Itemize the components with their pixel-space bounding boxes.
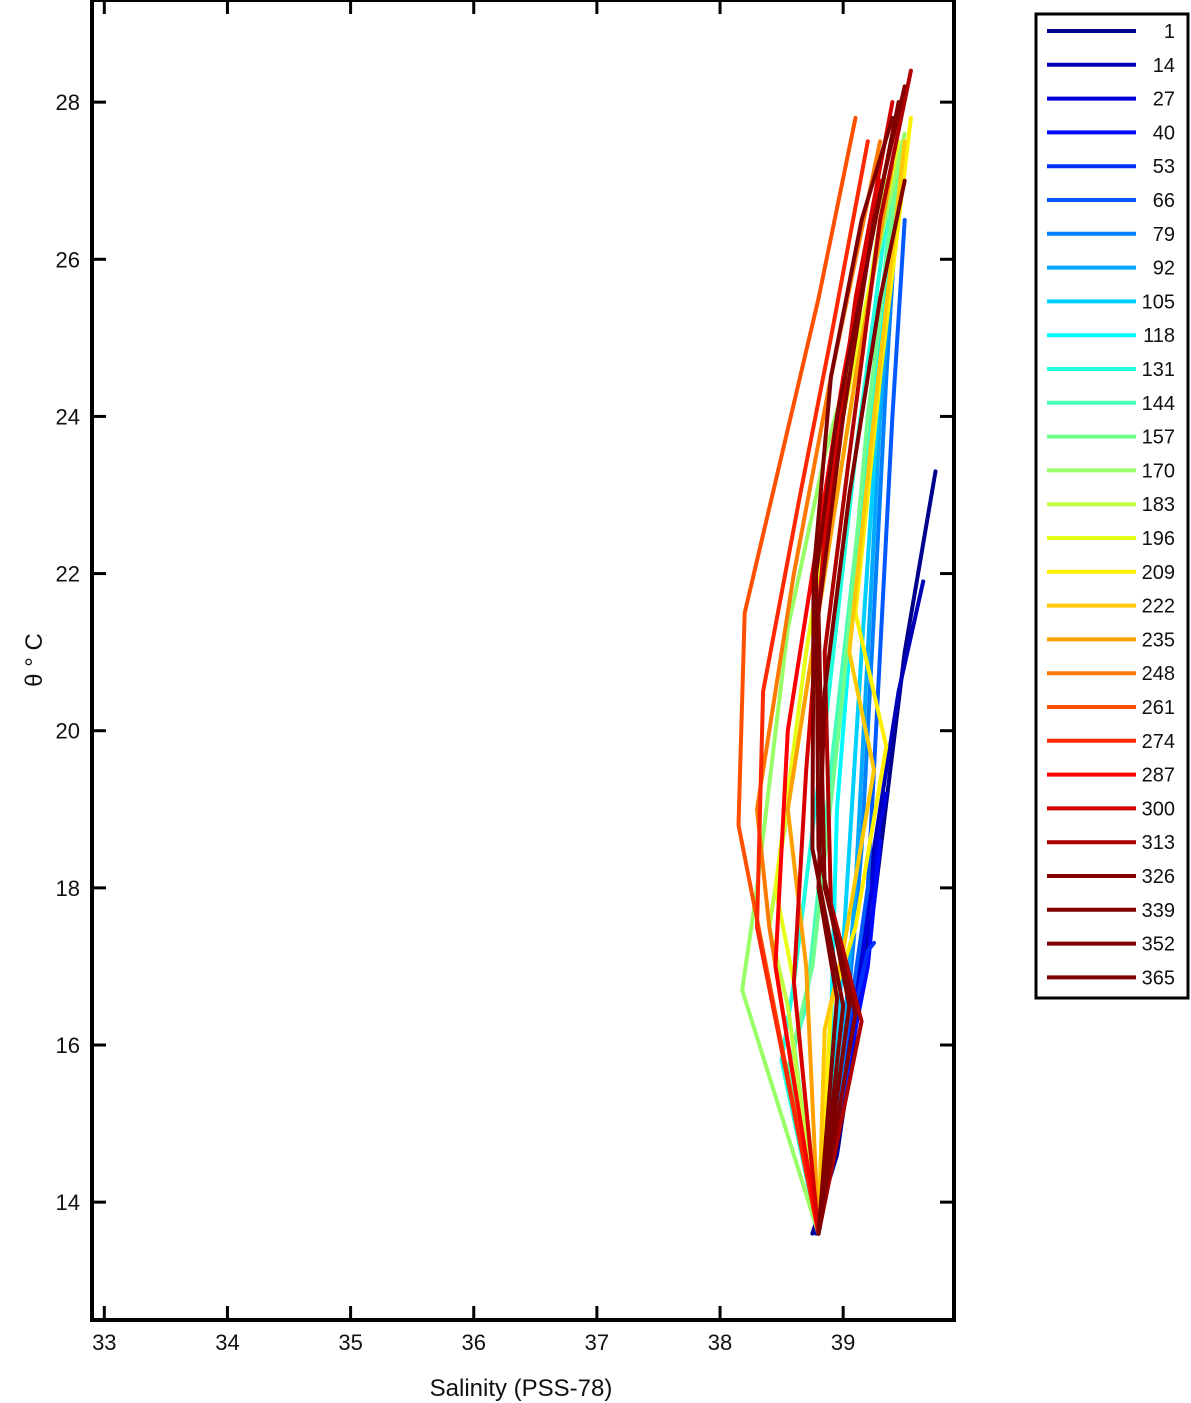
series-line-274 — [755, 139, 870, 1236]
legend-label: 14 — [1153, 55, 1175, 77]
x-tick-label: 37 — [585, 1330, 609, 1355]
legend-label: 157 — [1142, 427, 1175, 449]
x-tick-label: 36 — [462, 1330, 486, 1355]
series-line-235 — [785, 163, 895, 1236]
legend-label: 274 — [1142, 731, 1175, 753]
legend-label: 300 — [1142, 798, 1175, 820]
legend-label: 261 — [1142, 697, 1175, 719]
legend-label: 40 — [1153, 122, 1175, 144]
plot-area-frame — [90, 0, 956, 1322]
series-line-339 — [814, 100, 901, 1236]
y-tick-label: 14 — [56, 1190, 80, 1215]
legend-label: 92 — [1153, 258, 1175, 280]
legend-label: 79 — [1153, 224, 1175, 246]
legend-label: 287 — [1142, 765, 1175, 787]
legend-label: 66 — [1153, 190, 1175, 212]
legend-label: 144 — [1142, 393, 1175, 415]
y-tick-label: 28 — [56, 90, 80, 115]
legend-label: 1 — [1164, 21, 1175, 43]
legend-label: 313 — [1142, 832, 1175, 854]
series-line-261 — [736, 115, 858, 1236]
legend-label: 131 — [1142, 359, 1175, 381]
series-line-222 — [816, 139, 907, 1236]
y-tick-label: 20 — [56, 719, 80, 744]
x-tick-label: 35 — [338, 1330, 362, 1355]
x-tick-label: 38 — [708, 1330, 732, 1355]
legend-label: 105 — [1142, 291, 1175, 313]
y-axis-label: θ ° C — [21, 633, 48, 687]
y-tick-label: 16 — [56, 1033, 80, 1058]
legend-label: 235 — [1142, 629, 1175, 651]
legend-label: 118 — [1143, 325, 1175, 347]
legend-label: 339 — [1142, 900, 1175, 922]
y-tick-label: 26 — [56, 247, 80, 272]
x-tick-label: 33 — [92, 1330, 116, 1355]
y-axis-ticks: 14 16 18 20 22 24 26 28 — [56, 90, 954, 1215]
legend-label: 365 — [1142, 967, 1175, 989]
x-axis-label: Salinity (PSS-78) — [430, 1375, 613, 1402]
legend-label: 248 — [1142, 663, 1175, 685]
y-tick-label: 22 — [56, 562, 80, 587]
legend-label: 209 — [1142, 562, 1175, 584]
legend-label: 352 — [1142, 934, 1175, 956]
series-line-365 — [816, 178, 907, 1236]
y-tick-label: 18 — [56, 876, 80, 901]
x-axis-ticks: 33 34 35 36 37 38 39 — [92, 0, 855, 1355]
x-tick-label: 39 — [831, 1330, 855, 1355]
legend-label: 183 — [1142, 494, 1175, 516]
legend-label: 196 — [1142, 528, 1175, 550]
series-lines — [736, 68, 938, 1236]
legend-label: 27 — [1153, 89, 1175, 111]
legend: 1 14 27 40 53 66 79 92 105 118 131 144 157 170 183 196 2… — [1034, 12, 1190, 1000]
y-tick-label: 24 — [56, 404, 80, 429]
series-line-313 — [816, 68, 913, 1236]
legend-label: 222 — [1142, 596, 1175, 618]
legend-label: 53 — [1153, 156, 1175, 178]
x-tick-label: 34 — [215, 1330, 239, 1355]
series-line-352 — [810, 115, 895, 1236]
legend-label: 326 — [1142, 866, 1175, 888]
legend-label: 170 — [1142, 460, 1175, 482]
